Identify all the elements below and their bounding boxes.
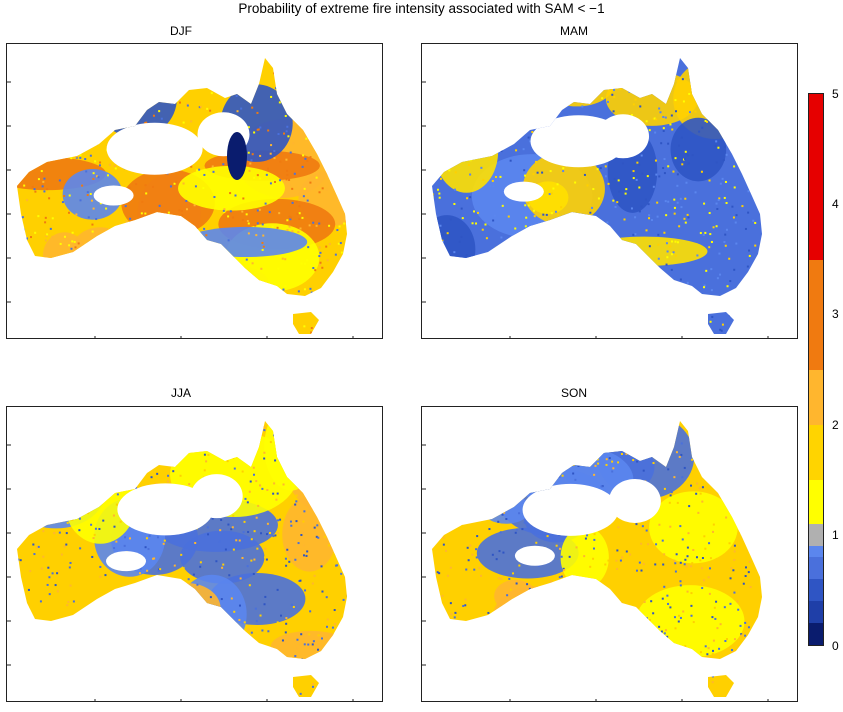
colorbar-segment [809,578,823,602]
map-fill-son [432,421,762,697]
colorbar-tick-1: 1 [832,528,839,542]
australia-map-mam [422,58,769,338]
colorbar-segment [809,600,823,624]
map-panel-son [421,406,798,702]
colorbar-segment [809,545,823,558]
map-panel-mam [421,43,798,339]
australia-map-djf [7,58,354,338]
colorbar-segment [809,424,823,481]
map-fill-jja [17,421,347,697]
map-fill-mam [432,58,762,334]
colorbar-segment [809,259,823,370]
colorbar-tick-5: 5 [832,87,839,101]
panel-title-jja: JJA [170,386,191,400]
colorbar [808,93,824,646]
panel-title-mam: MAM [560,24,588,38]
australia-map-son [422,421,769,701]
colorbar-segment [809,523,823,547]
colorbar-tick-0: 0 [832,639,839,653]
colorbar-segment [809,556,823,580]
map-fill-djf [17,58,347,334]
colorbar-segment [809,94,823,260]
colorbar-tick-2: 2 [832,418,839,432]
colorbar-segment [809,479,823,525]
panel-title-djf: DJF [170,24,192,38]
colorbar-segment [809,622,823,645]
colorbar-tick-4: 4 [832,197,839,211]
figure-title: Probability of extreme fire intensity as… [238,1,605,16]
map-panel-jja [6,406,383,702]
map-panel-djf [6,43,383,339]
colorbar-tick-3: 3 [832,307,839,321]
panel-title-son: SON [560,386,587,400]
australia-map-jja [7,421,354,701]
colorbar-segment [809,369,823,426]
